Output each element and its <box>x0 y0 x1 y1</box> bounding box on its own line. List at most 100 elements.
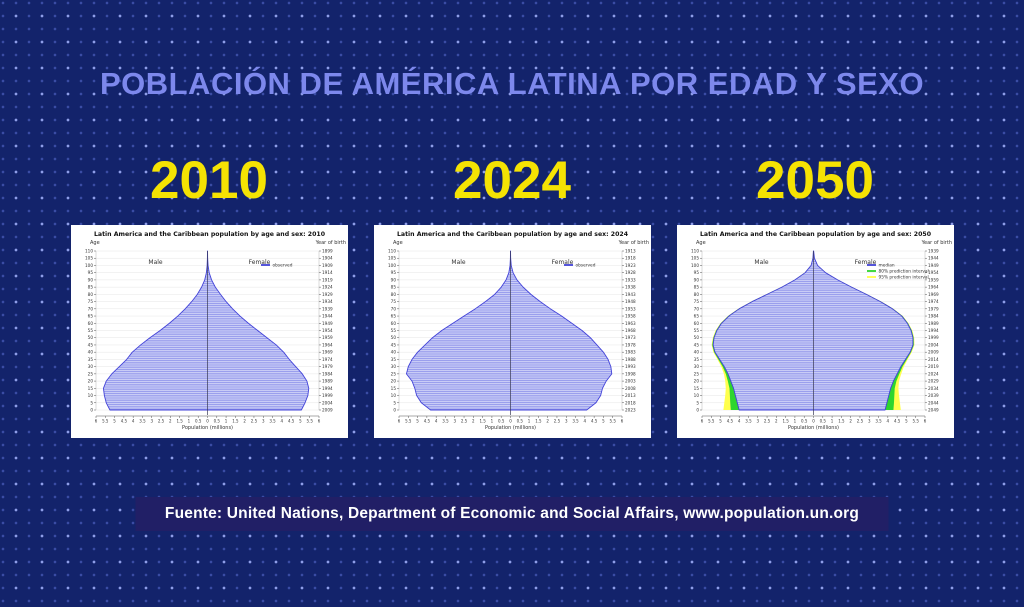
svg-text:Male: Male <box>451 259 466 266</box>
svg-text:3: 3 <box>867 419 870 424</box>
year-label-2050: 2050 <box>756 151 874 210</box>
svg-text:1904: 1904 <box>322 256 333 261</box>
svg-text:2039: 2039 <box>928 393 939 398</box>
svg-text:5: 5 <box>602 419 605 424</box>
svg-text:1939: 1939 <box>322 306 333 311</box>
svg-text:45: 45 <box>87 342 93 347</box>
svg-text:4.5: 4.5 <box>120 419 127 424</box>
svg-text:60: 60 <box>390 321 396 326</box>
svg-text:2018: 2018 <box>625 400 636 405</box>
source-text: Fuente: United Nations, Department of Ec… <box>164 505 860 522</box>
svg-text:55: 55 <box>693 328 699 333</box>
svg-text:2024: 2024 <box>928 371 939 376</box>
svg-text:25: 25 <box>87 371 93 376</box>
svg-text:1978: 1978 <box>625 342 636 347</box>
svg-text:6: 6 <box>317 419 320 424</box>
svg-text:40: 40 <box>390 350 396 355</box>
svg-text:observed: observed <box>575 263 595 269</box>
svg-text:Population (millions): Population (millions) <box>181 425 232 431</box>
svg-text:2013: 2013 <box>625 393 636 398</box>
svg-text:1929: 1929 <box>322 292 333 297</box>
svg-text:1984: 1984 <box>322 371 333 376</box>
svg-text:2.5: 2.5 <box>553 419 560 424</box>
svg-text:1954: 1954 <box>928 270 939 275</box>
svg-text:2044: 2044 <box>928 400 939 405</box>
svg-text:4.5: 4.5 <box>726 419 733 424</box>
svg-text:1944: 1944 <box>322 314 333 319</box>
svg-text:3: 3 <box>564 419 567 424</box>
svg-text:50: 50 <box>87 335 93 340</box>
svg-text:1968: 1968 <box>625 328 636 333</box>
svg-text:5: 5 <box>696 400 699 405</box>
svg-text:100: 100 <box>85 263 93 268</box>
chart-panel-2010: 0 5 10 15 20 25 30 35 40 45 50 55 60 65 70 75 80 85 90 95 10… <box>70 225 348 438</box>
svg-text:3: 3 <box>261 419 264 424</box>
svg-text:15: 15 <box>693 386 699 391</box>
svg-text:85: 85 <box>693 285 699 290</box>
svg-text:5: 5 <box>113 419 116 424</box>
svg-text:1: 1 <box>830 419 833 424</box>
years-row: 2010 2024 2050 <box>0 150 1024 211</box>
svg-text:5.5: 5.5 <box>102 419 109 424</box>
svg-text:0.5: 0.5 <box>213 419 220 424</box>
svg-text:3.5: 3.5 <box>442 419 449 424</box>
svg-text:4.5: 4.5 <box>423 419 430 424</box>
svg-text:1979: 1979 <box>928 306 939 311</box>
svg-text:4.5: 4.5 <box>590 419 597 424</box>
year-label-2024: 2024 <box>453 151 571 210</box>
svg-text:1: 1 <box>187 419 190 424</box>
svg-text:25: 25 <box>693 371 699 376</box>
svg-text:1958: 1958 <box>625 314 636 319</box>
svg-text:0.5: 0.5 <box>498 419 505 424</box>
svg-text:3.5: 3.5 <box>745 419 752 424</box>
svg-text:2.5: 2.5 <box>157 419 164 424</box>
svg-text:Latin America and the Caribbea: Latin America and the Caribbean populati… <box>396 231 628 238</box>
svg-text:0: 0 <box>509 419 512 424</box>
svg-text:0: 0 <box>812 419 815 424</box>
svg-text:1.5: 1.5 <box>535 419 542 424</box>
svg-text:1949: 1949 <box>322 321 333 326</box>
svg-text:1939: 1939 <box>928 249 939 254</box>
svg-text:65: 65 <box>390 314 396 319</box>
svg-text:2: 2 <box>775 419 778 424</box>
svg-text:2.5: 2.5 <box>250 419 257 424</box>
svg-text:2: 2 <box>849 419 852 424</box>
svg-text:2009: 2009 <box>322 408 333 413</box>
svg-text:20: 20 <box>693 379 699 384</box>
svg-text:2: 2 <box>243 419 246 424</box>
svg-text:10: 10 <box>693 393 699 398</box>
svg-text:105: 105 <box>388 256 396 261</box>
svg-text:1909: 1909 <box>322 263 333 268</box>
svg-text:20: 20 <box>87 379 93 384</box>
population-pyramid-2024-chart: 0510152025303540455055606570758085909510… <box>388 231 649 431</box>
svg-text:Female: Female <box>854 259 876 266</box>
svg-text:55: 55 <box>390 328 396 333</box>
svg-text:35: 35 <box>87 357 93 362</box>
svg-text:5.5: 5.5 <box>912 419 919 424</box>
svg-text:100: 100 <box>388 263 396 268</box>
svg-text:1944: 1944 <box>928 256 939 261</box>
source-bar: Fuente: United Nations, Department of Ec… <box>135 497 889 531</box>
svg-text:5: 5 <box>905 419 908 424</box>
svg-text:Female: Female <box>551 259 573 266</box>
svg-text:1: 1 <box>224 419 227 424</box>
svg-text:Population (millions): Population (millions) <box>787 425 838 431</box>
svg-text:1969: 1969 <box>928 292 939 297</box>
svg-text:2023: 2023 <box>625 408 636 413</box>
svg-text:4: 4 <box>280 419 283 424</box>
svg-text:2008: 2008 <box>625 386 636 391</box>
svg-text:3.5: 3.5 <box>572 419 579 424</box>
svg-text:Age: Age <box>90 240 100 246</box>
svg-text:80: 80 <box>390 292 396 297</box>
svg-text:6: 6 <box>700 419 703 424</box>
svg-text:30: 30 <box>693 364 699 369</box>
svg-text:1.5: 1.5 <box>838 419 845 424</box>
svg-text:1919: 1919 <box>322 277 333 282</box>
svg-text:3.5: 3.5 <box>269 419 276 424</box>
svg-text:95: 95 <box>390 270 396 275</box>
svg-text:1.5: 1.5 <box>782 419 789 424</box>
svg-text:1: 1 <box>793 419 796 424</box>
svg-text:1954: 1954 <box>322 328 333 333</box>
svg-text:80: 80 <box>87 292 93 297</box>
svg-text:5: 5 <box>90 400 93 405</box>
